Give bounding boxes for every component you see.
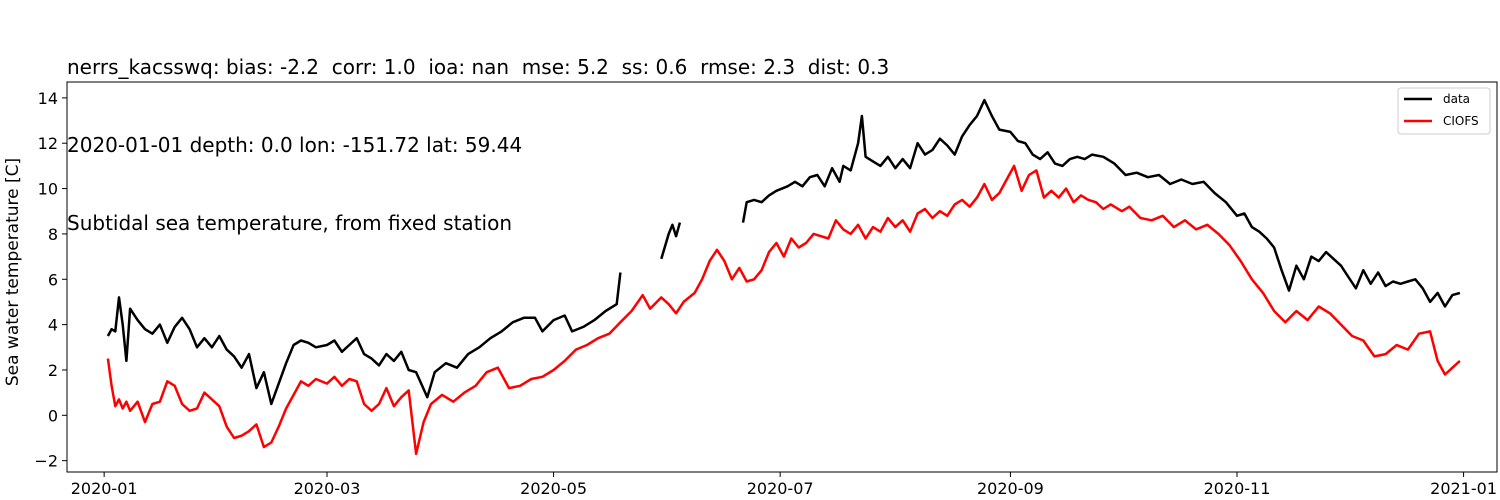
y-tick-label: 10 [38,180,58,199]
series-line-data-segment-0 [106,272,622,406]
title-stats-line: nerrs_kacsswq: bias: -2.2 corr: 1.0 ioa:… [67,55,890,79]
legend-label-data: data [1443,92,1470,106]
series-line-data-segment-2 [741,98,1461,308]
y-tick-label: 14 [38,89,58,108]
x-tick-label: 2020-03 [294,479,361,498]
x-tick-label: 2020-01 [71,479,138,498]
y-axis-label: Sea water temperature [C] [3,158,23,386]
series-line-data-segment-1 [660,222,682,260]
y-tick-label: 6 [48,270,58,289]
y-tick-label: 12 [38,134,58,153]
y-tick-label: 2 [48,361,58,380]
x-axis: 2020-01 2020-03 2020-05 2020-07 2020-09 2020-… [71,472,1497,498]
x-tick-label: 2020-09 [977,479,1044,498]
legend-label-ciofs: CIOFS [1443,114,1479,128]
x-tick-label: 2020-11 [1204,479,1271,498]
y-axis: −2 0 2 4 6 8 10 12 14 [34,89,67,471]
x-tick-label: 2020-05 [520,479,587,498]
title-description-line: Subtidal sea temperature, from fixed sta… [67,211,512,235]
y-tick-label: −2 [34,452,58,471]
chart-title: nerrs_kacsswq: bias: -2.2 corr: 1.0 ioa:… [67,2,889,262]
x-tick-label: 2021-01 [1430,479,1497,498]
y-tick-label: 4 [48,316,58,335]
x-tick-label: 2020-07 [747,479,814,498]
legend: data CIOFS [1397,87,1491,135]
series-line-ciofs-segment-0 [106,164,1461,456]
y-tick-label: 8 [48,225,58,244]
plot-frame [66,81,1498,473]
title-location-line: 2020-01-01 depth: 0.0 lon: -151.72 lat: … [67,133,523,157]
plot-lines [106,98,1461,456]
y-tick-label: 0 [48,406,58,425]
